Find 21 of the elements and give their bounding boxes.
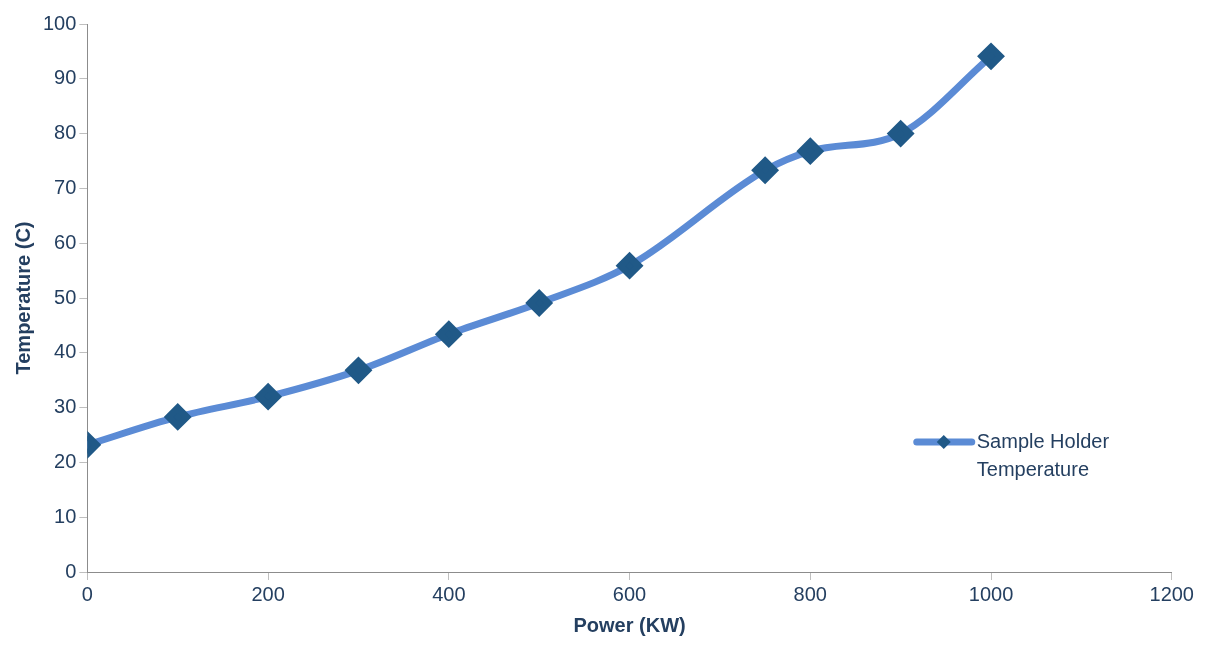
x-tick-label: 200 (251, 582, 285, 605)
y-tick-label: 50 (54, 285, 77, 308)
y-tick-label: 30 (54, 395, 77, 418)
x-axis-title: Power (KW) (573, 613, 686, 636)
y-tick-label: 40 (54, 340, 77, 363)
y-tick-label: 90 (54, 66, 77, 89)
x-tick-label: 800 (793, 582, 827, 605)
y-axis-title: Temperature (C) (11, 221, 34, 375)
x-tick-label: 0 (81, 582, 93, 605)
x-tick-label: 600 (612, 582, 647, 605)
x-tick-label: 400 (432, 582, 466, 605)
y-tick-label: 100 (42, 11, 77, 34)
legend-label: Sample Holder Temperature (976, 429, 1110, 480)
y-tick-label: 70 (54, 175, 77, 198)
y-tick-label: 10 (54, 504, 77, 527)
x-tick-label: 1200 (1149, 582, 1194, 605)
y-tick-label: 80 (54, 121, 77, 144)
y-tick-label: 60 (54, 230, 77, 253)
y-tick-label: 20 (54, 449, 77, 472)
y-tick-label: 0 (65, 559, 77, 582)
x-tick-label: 1000 (968, 582, 1014, 605)
